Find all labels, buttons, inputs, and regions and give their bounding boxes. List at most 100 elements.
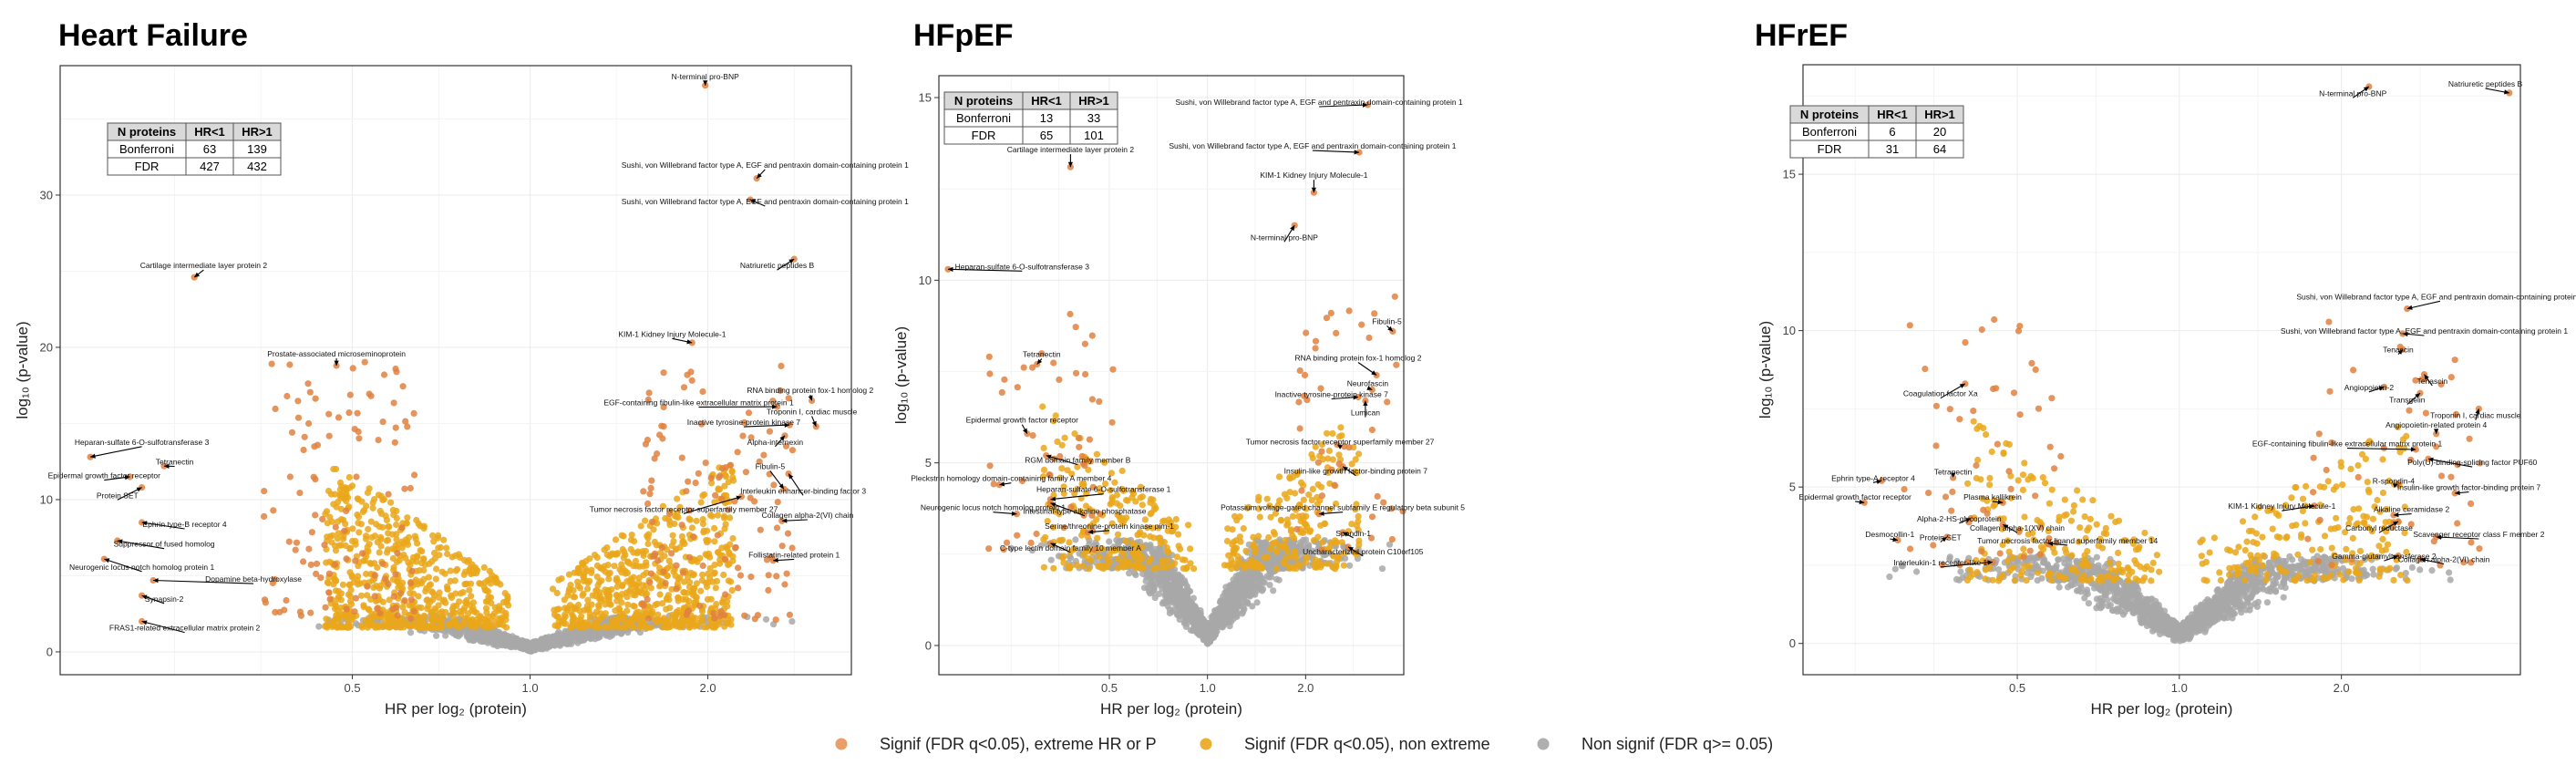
point-extreme xyxy=(1368,426,1376,434)
point-signif xyxy=(394,578,401,585)
point-signif xyxy=(1111,479,1118,486)
point-signif xyxy=(1229,526,1236,533)
point-extreme xyxy=(394,612,401,619)
point-extreme xyxy=(668,550,675,557)
point-signif xyxy=(418,580,426,587)
point-extreme xyxy=(310,473,317,480)
point-signif xyxy=(713,577,721,585)
point-signif xyxy=(665,564,672,572)
point-extreme xyxy=(1399,508,1406,515)
point-extreme xyxy=(1296,367,1303,375)
annotation-arrow-head xyxy=(141,521,148,526)
point-extreme xyxy=(1368,513,1376,521)
point-signif xyxy=(1303,512,1310,520)
point-extreme xyxy=(1331,481,1338,489)
point-extreme xyxy=(1096,398,1103,405)
point-extreme xyxy=(1367,534,1376,542)
point-signif xyxy=(1274,501,1282,509)
point-nonsignif xyxy=(1028,547,1036,554)
point-signif xyxy=(1286,489,1293,496)
point-signif xyxy=(1068,470,1076,478)
point-signif xyxy=(417,522,424,530)
point-signif xyxy=(1058,536,1066,543)
point-signif xyxy=(326,513,334,521)
point-signif xyxy=(1056,474,1064,481)
point-nonsignif xyxy=(1106,538,1113,545)
point-extreme xyxy=(1345,307,1353,315)
point-signif xyxy=(1104,563,1111,571)
point-signif xyxy=(1149,524,1157,532)
point-signif xyxy=(437,610,445,617)
point-extreme xyxy=(381,575,388,583)
point-signif xyxy=(348,574,355,581)
point-signif xyxy=(1098,545,1106,553)
point-nonsignif xyxy=(1244,574,1252,582)
point-extreme xyxy=(410,409,417,417)
point-extreme xyxy=(331,561,339,568)
point-signif xyxy=(708,480,716,487)
point-signif xyxy=(355,529,363,536)
point-nonsignif xyxy=(584,628,592,636)
point-signif xyxy=(456,624,463,631)
annotation-arrow-head xyxy=(124,475,130,480)
point-signif xyxy=(553,589,561,597)
point-signif xyxy=(693,517,700,524)
point-signif xyxy=(583,585,592,593)
point-signif xyxy=(357,592,366,599)
point-signif xyxy=(441,570,448,577)
point-signif xyxy=(410,590,417,597)
point-signif xyxy=(1294,469,1302,476)
point-signif xyxy=(1040,563,1047,571)
protein-annotation: C-type lectin domain family 10 member A xyxy=(1000,542,1141,553)
point-extreme xyxy=(1384,398,1391,406)
point-extreme xyxy=(353,473,360,480)
point-signif xyxy=(1240,525,1247,532)
point-extreme xyxy=(1072,324,1079,331)
point-nonsignif xyxy=(1209,625,1216,633)
point-signif xyxy=(1060,559,1067,566)
point-extreme xyxy=(1314,459,1322,466)
point-signif xyxy=(586,555,593,563)
point-extreme xyxy=(725,506,732,513)
protein-annotation: Alpha-internexin xyxy=(747,435,803,448)
point-signif xyxy=(1060,483,1067,491)
point-signif xyxy=(650,526,657,533)
annotation-label: N-terminal pro-BNP xyxy=(672,72,739,81)
point-signif xyxy=(647,624,654,631)
point-signif xyxy=(1256,513,1263,521)
point-signif xyxy=(1243,561,1251,568)
point-extreme xyxy=(1293,525,1301,533)
point-signif xyxy=(1074,562,1081,569)
point-signif xyxy=(1250,533,1257,541)
point-extreme xyxy=(371,572,378,579)
point-nonsignif xyxy=(1304,544,1312,552)
point-signif xyxy=(1095,563,1102,570)
point-extreme xyxy=(354,409,361,417)
point-signif xyxy=(428,609,435,616)
point-nonsignif xyxy=(1173,573,1181,580)
point-signif xyxy=(693,580,701,587)
point-signif xyxy=(1122,537,1129,545)
point-signif xyxy=(644,532,651,540)
point-signif xyxy=(1353,501,1360,508)
point-signif xyxy=(1052,412,1059,419)
protein-annotation: EGF-containing fibulin-like extracellula… xyxy=(603,398,794,409)
point-extreme xyxy=(747,574,755,581)
point-extreme xyxy=(683,488,690,495)
point-signif xyxy=(334,535,341,542)
point-extreme xyxy=(1298,487,1305,494)
point-signif xyxy=(1110,547,1118,554)
point-signif xyxy=(642,517,649,524)
point-extreme xyxy=(1086,436,1093,443)
point-signif xyxy=(465,556,472,564)
point-extreme xyxy=(394,550,401,557)
point-extreme xyxy=(351,608,358,615)
point-signif xyxy=(1086,565,1093,573)
point-signif xyxy=(427,598,434,605)
point-nonsignif xyxy=(762,615,770,623)
point-nonsignif xyxy=(1166,606,1173,614)
annotation-label: RGM domain family member B xyxy=(1025,456,1131,465)
point-extreme xyxy=(307,609,314,616)
point-extreme xyxy=(1066,310,1074,318)
